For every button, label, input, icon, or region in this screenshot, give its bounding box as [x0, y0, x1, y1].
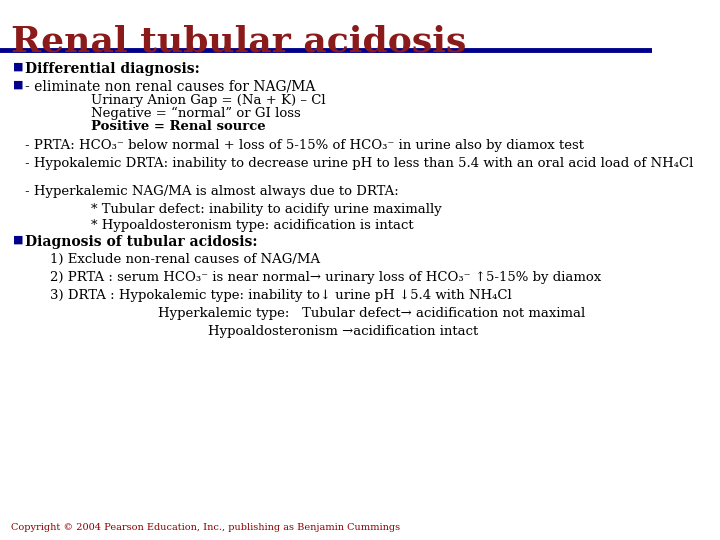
Text: Renal tubular acidosis: Renal tubular acidosis [11, 25, 467, 59]
Text: ■: ■ [13, 62, 23, 72]
Text: Copyright © 2004 Pearson Education, Inc., publishing as Benjamin Cummings: Copyright © 2004 Pearson Education, Inc.… [11, 523, 400, 532]
Text: - Hyperkalemic NAG/MA is almost always due to DRTA:: - Hyperkalemic NAG/MA is almost always d… [25, 185, 399, 198]
Text: Diagnosis of tubular acidosis:: Diagnosis of tubular acidosis: [25, 235, 258, 249]
Text: Negative = “normal” or GI loss: Negative = “normal” or GI loss [91, 107, 300, 120]
Text: ■: ■ [13, 80, 23, 90]
Text: Hyperkalemic type:   Tubular defect→ acidification not maximal: Hyperkalemic type: Tubular defect→ acidi… [158, 307, 586, 320]
Text: - eliminate non renal causes for NAG/MA: - eliminate non renal causes for NAG/MA [25, 80, 316, 94]
Text: Urinary Anion Gap = (Na + K) – Cl: Urinary Anion Gap = (Na + K) – Cl [91, 94, 325, 107]
Text: ■: ■ [13, 235, 23, 245]
Text: - Hypokalemic DRTA: inability to decrease urine pH to less than 5.4 with an oral: - Hypokalemic DRTA: inability to decreas… [25, 157, 694, 170]
Text: Positive = Renal source: Positive = Renal source [91, 120, 265, 133]
Text: Differential diagnosis:: Differential diagnosis: [25, 62, 200, 76]
Text: * Hypoaldosteronism type: acidification is intact: * Hypoaldosteronism type: acidification … [91, 219, 413, 232]
Text: - PRTA: HCO₃⁻ below normal + loss of 5-15% of HCO₃⁻ in urine also by diamox test: - PRTA: HCO₃⁻ below normal + loss of 5-1… [25, 139, 585, 152]
Text: 3) DRTA : Hypokalemic type: inability to↓ urine pH ↓5.4 with NH₄Cl: 3) DRTA : Hypokalemic type: inability to… [50, 289, 511, 302]
Text: Hypoaldosteronism →acidification intact: Hypoaldosteronism →acidification intact [208, 325, 479, 338]
Text: 1) Exclude non-renal causes of NAG/MA: 1) Exclude non-renal causes of NAG/MA [50, 253, 320, 266]
Text: 2) PRTA : serum HCO₃⁻ is near normal→ urinary loss of HCO₃⁻ ↑5-15% by diamox: 2) PRTA : serum HCO₃⁻ is near normal→ ur… [50, 271, 601, 284]
Text: * Tubular defect: inability to acidify urine maximally: * Tubular defect: inability to acidify u… [91, 203, 441, 216]
